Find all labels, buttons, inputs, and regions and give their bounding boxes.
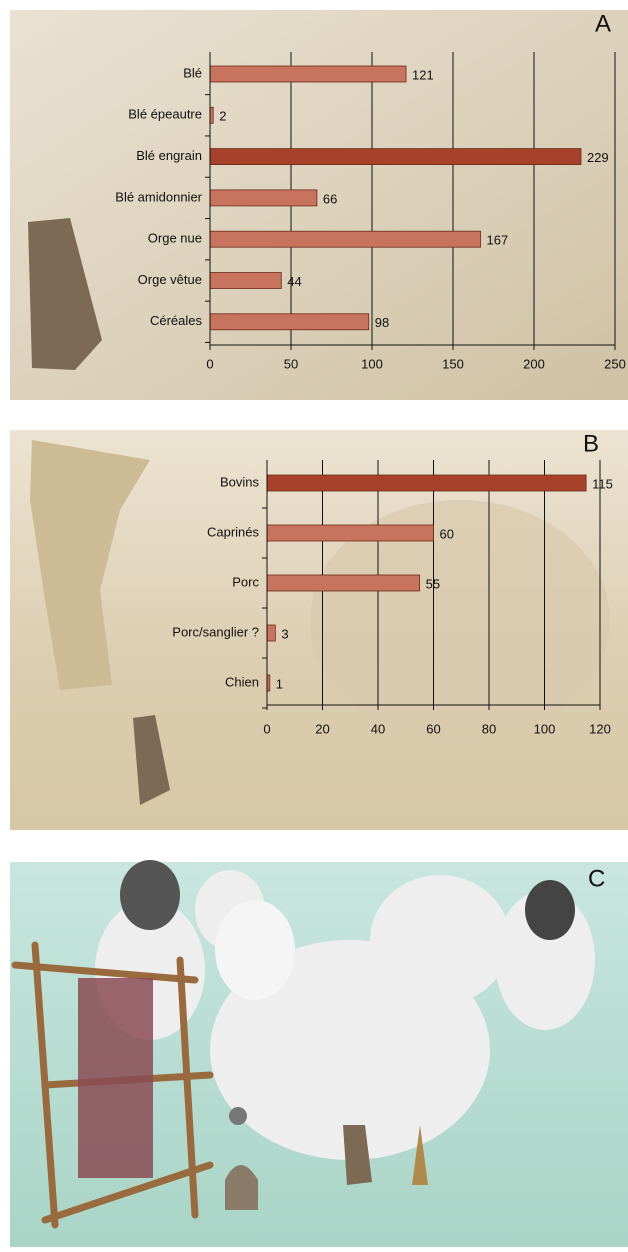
x-tick-label: 60: [426, 721, 440, 736]
bone-awl: [412, 1125, 428, 1185]
loom-beam: [41, 1161, 214, 1224]
bar: [266, 524, 434, 542]
data-label: 115: [592, 476, 613, 491]
bone: [30, 440, 150, 690]
x-tick-label: 250: [604, 356, 626, 371]
bar: [209, 65, 407, 83]
y-tick-label: Bovins: [220, 474, 260, 489]
y-tick-label: Porc/sanglier ?: [172, 624, 259, 639]
bar: [209, 272, 282, 289]
sheep-head: [525, 880, 575, 940]
x-tick-label: 100: [361, 356, 383, 371]
data-label: 121: [412, 67, 434, 82]
x-tick-label: 20: [315, 721, 329, 736]
x-tick-label: 40: [371, 721, 385, 736]
data-label: 3: [281, 626, 288, 641]
y-tick-label: Céréales: [150, 313, 203, 328]
panel-letter: C: [588, 865, 605, 892]
data-label: 44: [287, 274, 301, 289]
weaving: [78, 978, 153, 1178]
y-tick-label: Orge nue: [148, 231, 202, 246]
loom-beam: [11, 961, 199, 984]
bar: [266, 474, 587, 492]
panel-letter: B: [583, 430, 599, 457]
sheep-head: [120, 860, 180, 930]
y-tick-label: Orge vêtue: [138, 272, 202, 287]
x-tick-label: 50: [284, 356, 298, 371]
y-tick-label: Blé engrain: [136, 148, 202, 163]
data-label: 55: [426, 576, 440, 591]
stone-tool: [343, 1125, 372, 1185]
sheep: [210, 940, 490, 1160]
spindle-whorl: [229, 1107, 247, 1125]
x-tick-label: 200: [523, 356, 545, 371]
y-tick-label: Blé: [183, 65, 202, 80]
sheep-group: [95, 870, 595, 1160]
panel-letter: A: [595, 10, 611, 37]
bar: [209, 230, 481, 248]
bar: [266, 624, 276, 642]
data-label: 2: [219, 109, 226, 124]
data-label: 1: [276, 676, 283, 691]
bar: [209, 189, 318, 207]
data-label: 98: [375, 315, 389, 330]
stone-tool: [28, 218, 102, 370]
x-tick-label: 80: [482, 721, 496, 736]
x-tick-label: 0: [263, 721, 270, 736]
sheep-head: [215, 900, 295, 1000]
data-label: 66: [323, 191, 337, 206]
data-label: 60: [440, 526, 454, 541]
x-tick-label: 120: [589, 721, 611, 736]
y-tick-label: Chien: [225, 674, 259, 689]
y-tick-label: Blé épeautre: [128, 107, 202, 122]
cow-shape: [310, 500, 610, 740]
y-tick-label: Caprinés: [207, 524, 260, 539]
data-label: 229: [587, 150, 609, 165]
y-tick-label: Porc: [232, 574, 259, 589]
bar: [209, 313, 370, 331]
data-label: 167: [487, 233, 509, 248]
loom: [11, 941, 214, 1229]
stone-tool: [133, 715, 170, 805]
loom-weight: [225, 1165, 258, 1210]
x-tick-label: 100: [534, 721, 556, 736]
x-tick-label: 150: [442, 356, 464, 371]
bar: [209, 148, 582, 166]
bar: [266, 574, 421, 592]
y-tick-label: Blé amidonnier: [115, 189, 202, 204]
x-tick-label: 0: [206, 356, 213, 371]
